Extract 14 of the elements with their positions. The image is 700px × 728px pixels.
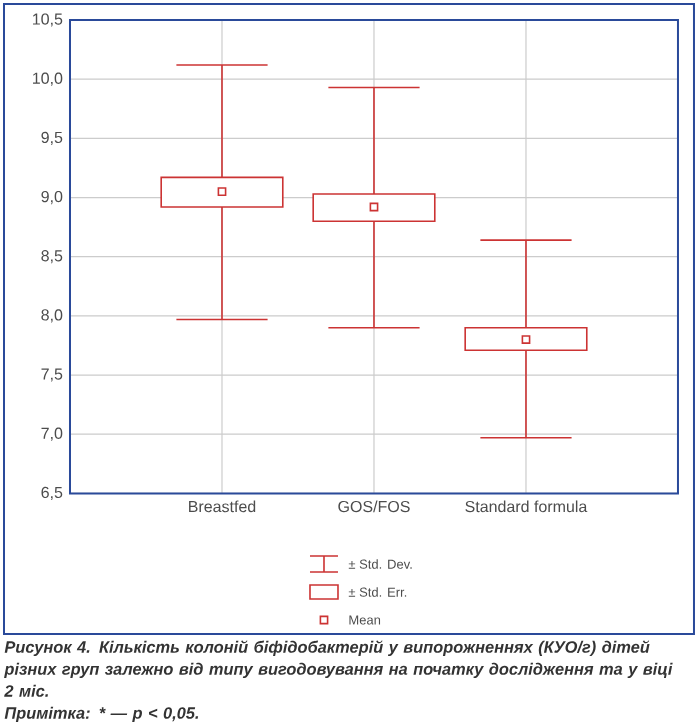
y-tick-label: 8,0 xyxy=(41,309,63,323)
y-tick-label: 10,5 xyxy=(33,13,63,27)
y-tick-label: 6,5 xyxy=(41,486,63,500)
y-tick-label: 7,0 xyxy=(41,427,63,441)
y-tick-label: 7,5 xyxy=(41,368,63,382)
y-tick-label: 9,0 xyxy=(41,190,63,205)
x-tick-label: GOS/FOS xyxy=(338,500,410,513)
y-tick-label: 8,5 xyxy=(41,250,63,264)
x-tick-label: Breastfed xyxy=(189,500,256,513)
x-tick-label: Standard formula xyxy=(465,500,588,513)
text: Рисунок 4. Кількість колоній біфідобактерій у випорожненнях (КУО/г) дітей різних груп залежно від типу вигодовування на початку дослідження та у віці 2 міс. xyxy=(4,640,673,697)
y-tick-label: 9,5 xyxy=(41,131,63,145)
text: Примітка: * — p < 0,05. xyxy=(4,706,199,723)
y-tick-label: 10,0 xyxy=(33,72,63,86)
